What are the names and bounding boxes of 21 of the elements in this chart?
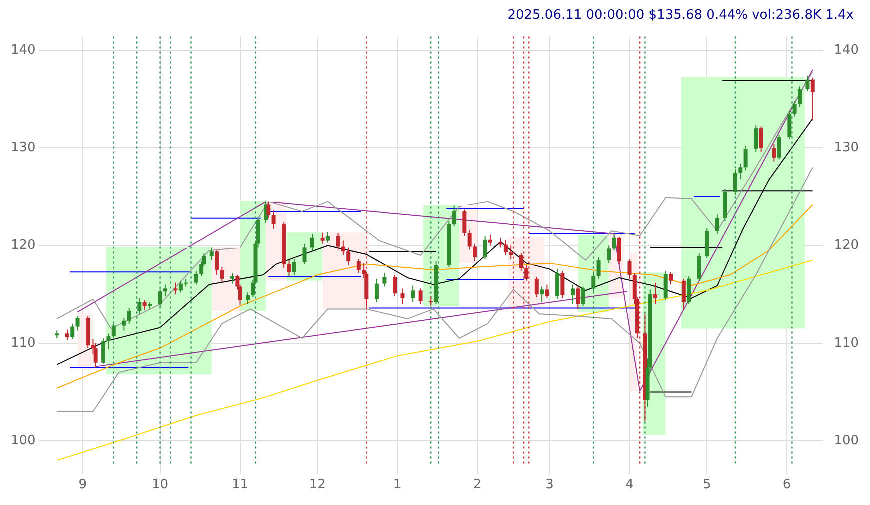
x-tick-label: 9 [78, 478, 88, 493]
chart-title: 2025.06.11 00:00:00 $135.68 0.44% vol:236.8K 1.4x [506, 8, 855, 25]
y2-tick-label: 140 [834, 42, 860, 58]
x-tick-label: 3 [546, 478, 554, 493]
x-tick-label: 10 [152, 478, 169, 493]
x-tick-label: 1 [393, 478, 402, 493]
x-tick-label: 12 [309, 478, 326, 493]
y-tick-label: 100 [10, 433, 36, 448]
y-tick-label: 120 [10, 238, 36, 254]
y2-tick-label: 100 [834, 433, 860, 448]
x-tick-label: 6 [782, 478, 792, 493]
x-tick-label: 11 [232, 478, 249, 493]
y-tick-label: 110 [10, 336, 36, 351]
y2-tick-label: 120 [834, 238, 860, 254]
x-tick-label: 2 [473, 478, 482, 493]
y2-tick-label: 130 [834, 140, 860, 156]
y-tick-label: 130 [10, 140, 36, 156]
y2-tick-label: 110 [834, 336, 860, 351]
y-tick-label: 140 [10, 42, 36, 58]
x-tick-label: 5 [702, 478, 712, 493]
x-tick-label: 4 [626, 478, 634, 493]
